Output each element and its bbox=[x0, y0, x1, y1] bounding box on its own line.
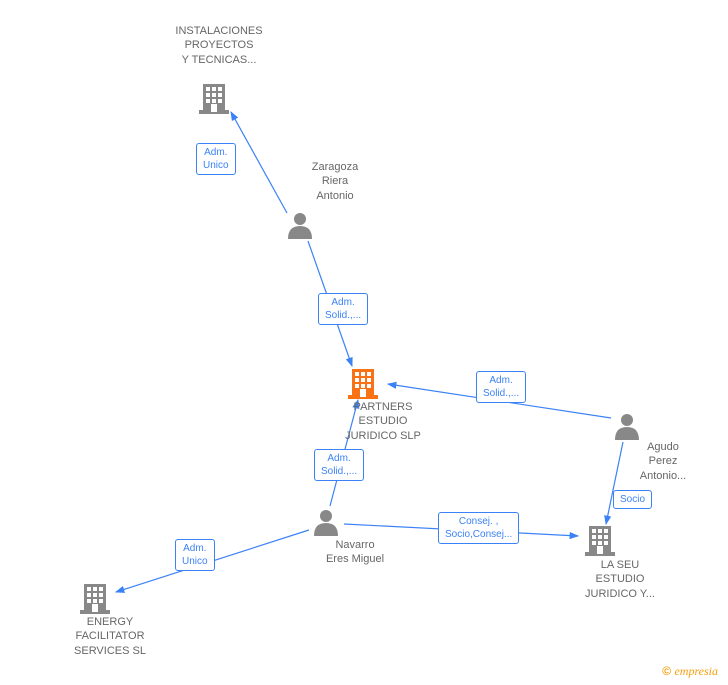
node-label-zaragoza: ZaragozaRieraAntonio bbox=[280, 160, 390, 203]
edge-zaragoza-instalaciones bbox=[231, 112, 287, 213]
edge-label-zaragoza-partners: Adm.Solid.,... bbox=[318, 293, 368, 325]
node-label-instalaciones: INSTALACIONESPROYECTOSY TECNICAS... bbox=[164, 24, 274, 67]
copyright-symbol: © bbox=[662, 664, 671, 678]
company-icon-partners[interactable] bbox=[348, 369, 378, 399]
edge-label-navarro-laseu: Consej. ,Socio,Consej... bbox=[438, 512, 519, 544]
node-label-agudo: AgudoPerezAntonio... bbox=[608, 440, 718, 483]
edge-label-navarro-energy: Adm.Unico bbox=[175, 539, 215, 571]
node-label-partners: PARTNERSESTUDIOJURIDICO SLP bbox=[328, 400, 438, 443]
edge-label-agudo-partners: Adm.Solid.,... bbox=[476, 371, 526, 403]
brand-name: empresia bbox=[674, 664, 718, 678]
edge-label-agudo-laseu: Socio bbox=[613, 490, 652, 509]
watermark: © empresia bbox=[662, 664, 718, 679]
company-icon-energy[interactable] bbox=[80, 584, 110, 614]
company-icon-laseu[interactable] bbox=[585, 526, 615, 556]
node-label-energy: ENERGYFACILITATORSERVICES SL bbox=[55, 615, 165, 658]
person-icon-agudo[interactable] bbox=[615, 414, 639, 440]
company-icon-instalaciones[interactable] bbox=[199, 84, 229, 114]
node-label-navarro: NavarroEres Miguel bbox=[300, 538, 410, 567]
edge-label-navarro-partners: Adm.Solid.,... bbox=[314, 449, 364, 481]
edge-label-zaragoza-instalaciones: Adm.Unico bbox=[196, 143, 236, 175]
person-icon-navarro[interactable] bbox=[314, 510, 338, 536]
node-label-laseu: LA SEUESTUDIOJURIDICO Y... bbox=[565, 558, 675, 601]
person-icon-zaragoza[interactable] bbox=[288, 213, 312, 239]
